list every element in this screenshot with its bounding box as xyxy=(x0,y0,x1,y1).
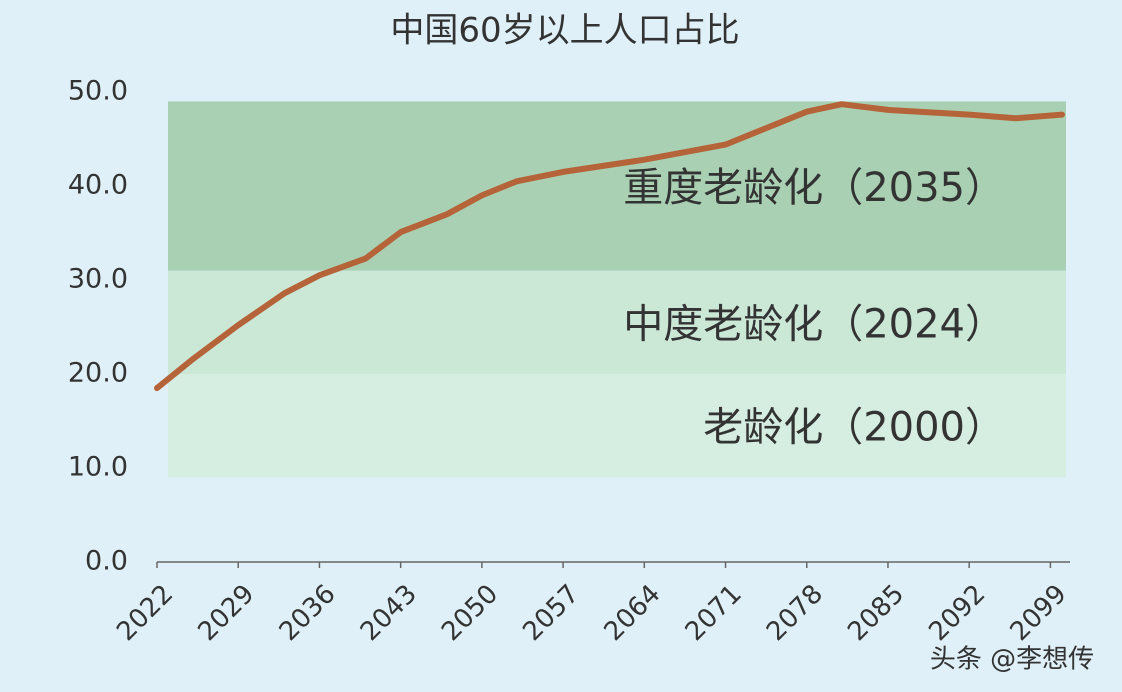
y-tick-label: 10.0 xyxy=(68,452,128,483)
band-label: 中度老龄化（2024） xyxy=(623,301,1005,347)
watermark: 头条 @李想传 xyxy=(930,645,1094,675)
data-line xyxy=(154,101,1065,392)
chart-title: 中国60岁以上人口占比 xyxy=(390,11,739,51)
y-tick-label: 0.0 xyxy=(85,546,128,577)
band xyxy=(168,270,1066,374)
band xyxy=(168,374,1066,478)
band xyxy=(168,101,1066,271)
y-tick-label: 50.0 xyxy=(68,76,128,107)
band-label: 重度老龄化（2035） xyxy=(623,165,1005,211)
band-label: 老龄化（2000） xyxy=(703,405,1005,451)
y-tick-label: 30.0 xyxy=(68,264,128,295)
y-tick-label: 20.0 xyxy=(68,358,128,389)
y-tick-label: 40.0 xyxy=(68,170,128,201)
